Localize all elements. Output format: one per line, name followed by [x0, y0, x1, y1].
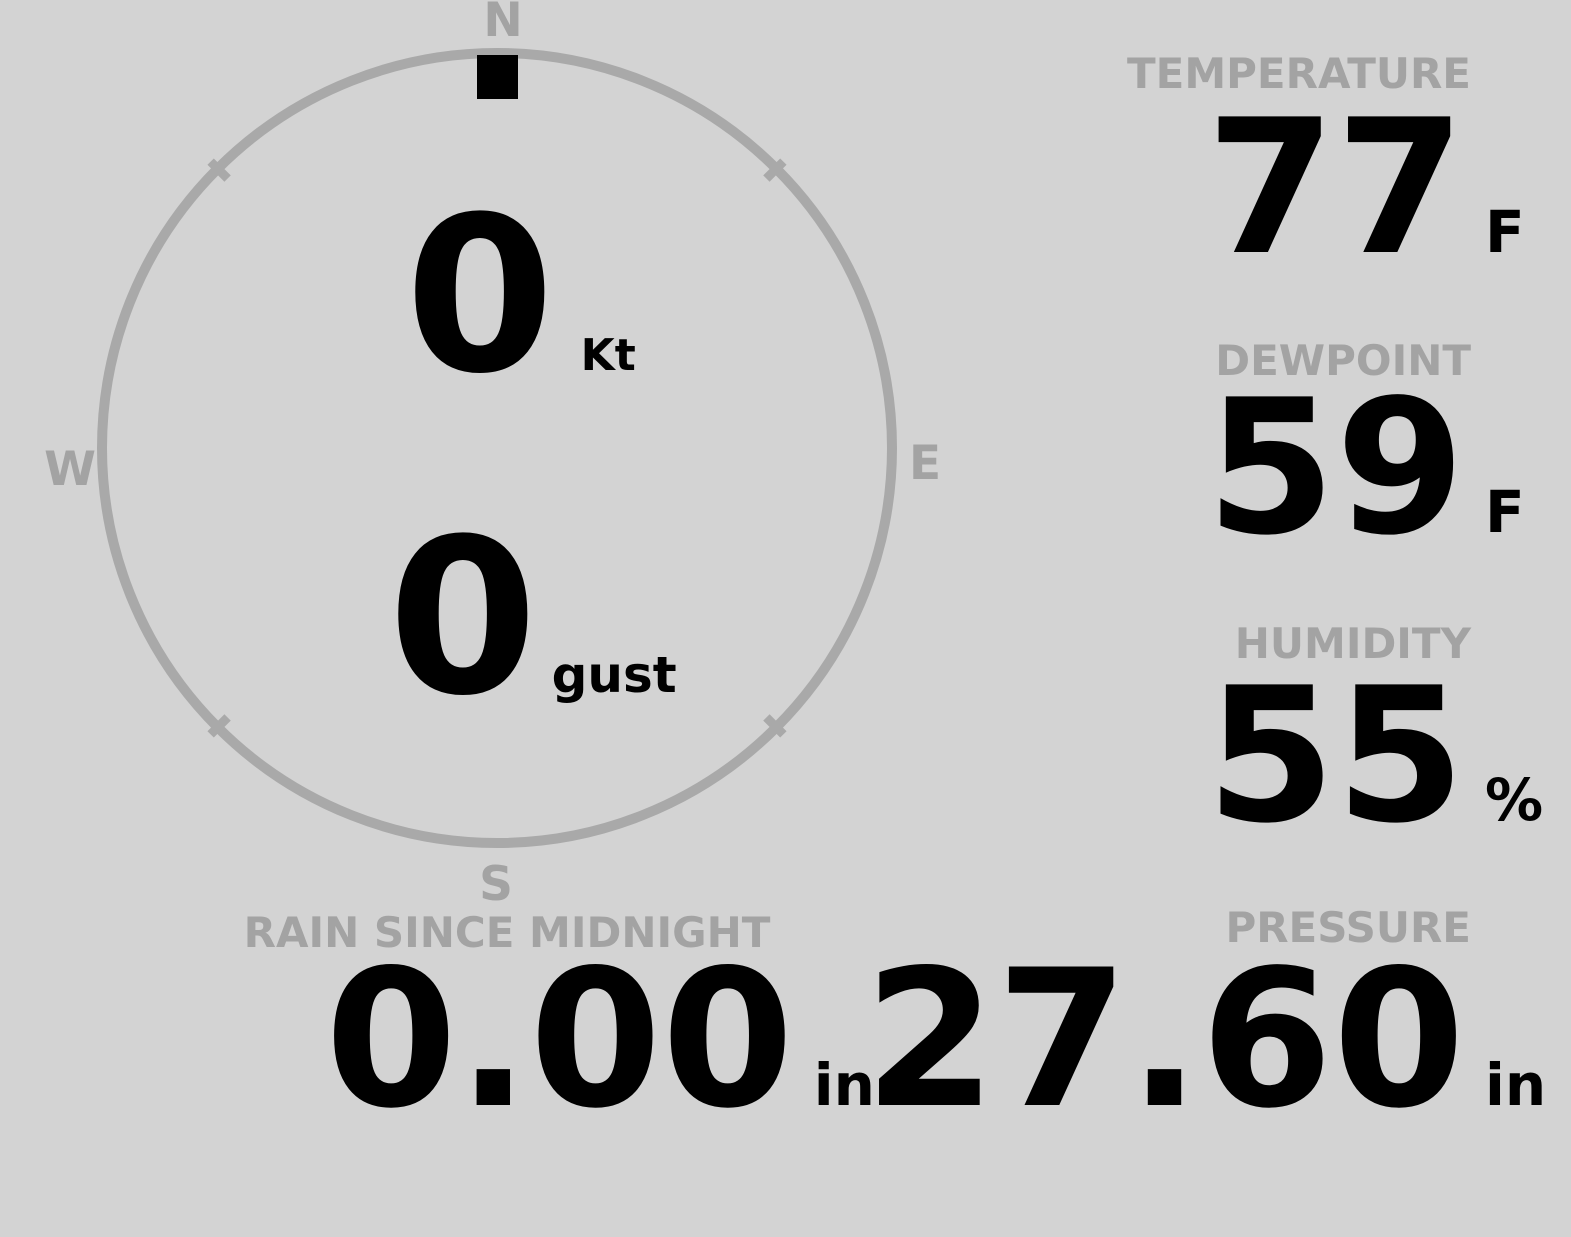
compass-ring	[97, 48, 897, 848]
compass-tick-ne	[763, 158, 787, 182]
pressure-value: 27.60	[864, 929, 1465, 1150]
rain-since-midnight-unit: in	[813, 1051, 875, 1119]
temperature-label: TEMPERATURE	[1127, 49, 1471, 98]
cardinal-label-north: N	[483, 0, 523, 48]
rain-since-midnight-label: RAIN SINCE MIDNIGHT	[243, 908, 771, 957]
cardinal-label-east: E	[908, 436, 942, 491]
wind-gust-unit: gust	[551, 646, 677, 704]
pressure-label: PRESSURE	[1225, 903, 1471, 952]
wind-direction-marker-icon	[477, 55, 518, 99]
dewpoint-value: 59	[1206, 359, 1465, 576]
temperature-reading: 77 F	[1206, 95, 1571, 281]
pressure-unit: in	[1485, 1051, 1547, 1119]
rain-since-midnight-reading: 0.00 in	[325, 945, 900, 1135]
cardinal-label-south: S	[479, 857, 513, 912]
dewpoint-unit: F	[1485, 478, 1525, 546]
wind-gust: 0 gust	[388, 510, 677, 725]
compass-tick-se	[763, 714, 787, 738]
cardinal-label-west: W	[44, 442, 96, 497]
humidity-reading: 55 %	[1206, 663, 1571, 849]
temperature-unit: F	[1485, 198, 1525, 266]
humidity-value: 55	[1206, 647, 1465, 864]
wind-speed-value: 0	[405, 170, 555, 421]
temperature-value: 77	[1206, 79, 1465, 296]
compass-tick-nw	[207, 158, 231, 182]
wind-speed: 0 Kt	[405, 188, 636, 403]
wind-speed-unit: Kt	[580, 330, 636, 381]
compass-circle	[97, 48, 897, 848]
dewpoint-label: DEWPOINT	[1215, 336, 1471, 385]
humidity-label: HUMIDITY	[1234, 619, 1471, 668]
compass-tick-sw	[207, 714, 231, 738]
humidity-unit: %	[1485, 766, 1544, 834]
dewpoint-reading: 59 F	[1206, 375, 1571, 561]
pressure-reading: 27.60 in	[864, 945, 1571, 1135]
rain-since-midnight-value: 0.00	[325, 929, 794, 1150]
wind-gust-value: 0	[388, 492, 538, 743]
